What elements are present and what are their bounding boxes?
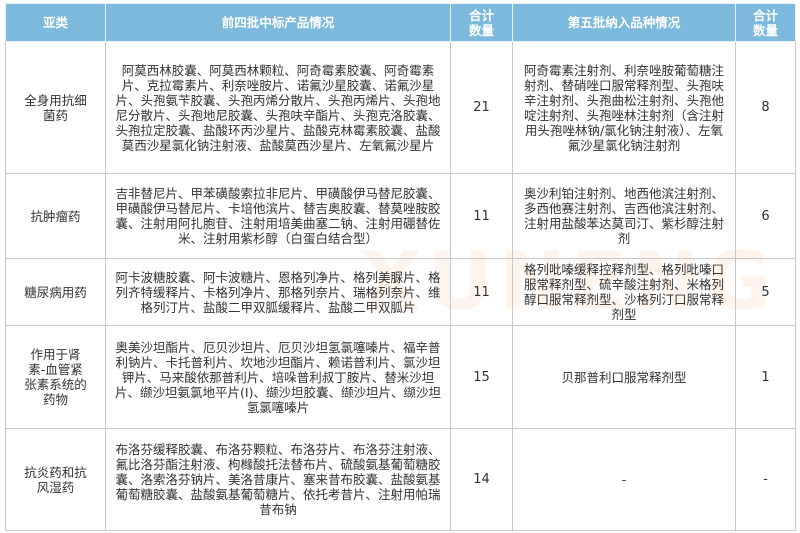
subcategory-cell: 抗炎药和抗风湿药 [5,428,106,531]
subcategory-cell: 糖尿病用药 [5,258,106,326]
table-row: 抗肿瘤药 吉非替尼片、甲苯磺酸索拉非尼片、甲磺酸伊马替尼胶囊、甲磺酸伊马替尼片、… [5,173,796,259]
previous-products-cell: 布洛芬缓释胶囊、布洛芬颗粒、布洛芬片、布洛芬注射液、氟比洛芬酯注射液、枸橼酸托法… [105,428,451,531]
subcategory-cell: 作用于肾素-血管紧张素系统的药物 [5,325,106,429]
header-subcategory: 亚类 [5,3,106,42]
fifth-products-cell: - [512,428,736,531]
previous-count-cell: 14 [450,428,513,531]
fifth-count-cell: - [735,428,796,531]
previous-products-cell: 阿莫西林胶囊、阿莫西林颗粒、阿奇霉素胶囊、阿奇霉素片、克拉霉素片、利奈唑胺片、诺… [105,41,451,174]
fifth-products-cell: 格列吡嗪缓释控释剂型、格列吡嗪口服常释剂型、硫辛酸注射剂、米格列醇口服常释剂型、… [512,258,736,326]
fifth-count-cell: 8 [735,41,796,174]
fifth-count-cell: 1 [735,325,796,429]
header-previous-batches: 前四批中标产品情况 [105,3,451,42]
previous-count-cell: 11 [450,173,513,259]
table-row: 作用于肾素-血管紧张素系统的药物 奥美沙坦酯片、厄贝沙坦片、厄贝沙坦氢氯噻嗪片、… [5,325,796,429]
fifth-count-cell: 5 [735,258,796,326]
previous-products-cell: 阿卡波糖胶囊、阿卡波糖片、恩格列净片、格列美脲片、格列齐特缓释片、卡格列净片、那… [105,258,451,326]
subcategory-cell: 抗肿瘤药 [5,173,106,259]
header-fifth-count: 合计数量 [735,3,796,42]
subcategory-cell: 全身用抗细菌药 [5,41,106,174]
table-row: 糖尿病用药 阿卡波糖胶囊、阿卡波糖片、恩格列净片、格列美脲片、格列齐特缓释片、卡… [5,258,796,326]
table-row: 全身用抗细菌药 阿莫西林胶囊、阿莫西林颗粒、阿奇霉素胶囊、阿奇霉素片、克拉霉素片… [5,41,796,174]
procurement-table: 亚类 前四批中标产品情况 合计数量 第五批纳入品种情况 合计数量 全身用抗细菌药… [5,3,796,531]
previous-products-cell: 奥美沙坦酯片、厄贝沙坦片、厄贝沙坦氢氯噻嗪片、福辛普利钠片、卡托普利片、坎地沙坦… [105,325,451,429]
previous-count-cell: 11 [450,258,513,326]
fifth-products-cell: 贝那普利口服常释剂型 [512,325,736,429]
previous-count-cell: 21 [450,41,513,174]
previous-products-cell: 吉非替尼片、甲苯磺酸索拉非尼片、甲磺酸伊马替尼胶囊、甲磺酸伊马替尼片、卡培他滨片… [105,173,451,259]
header-row: 亚类 前四批中标产品情况 合计数量 第五批纳入品种情况 合计数量 [5,3,796,42]
fifth-products-cell: 奥沙利铂注射剂、地西他滨注射剂、多西他赛注射剂、吉西他滨注射剂、注射用盐酸苯达莫… [512,173,736,259]
table-row: 抗炎药和抗风湿药 布洛芬缓释胶囊、布洛芬颗粒、布洛芬片、布洛芬注射液、氟比洛芬酯… [5,428,796,531]
header-fifth-batch: 第五批纳入品种情况 [512,3,736,42]
previous-count-cell: 15 [450,325,513,429]
fifth-products-cell: 阿奇霉素注射剂、利奈唑胺葡萄糖注射剂、替硝唑口服常释剂型、头孢呋辛注射剂、头孢曲… [512,41,736,174]
fifth-count-cell: 6 [735,173,796,259]
header-previous-count: 合计数量 [450,3,513,42]
